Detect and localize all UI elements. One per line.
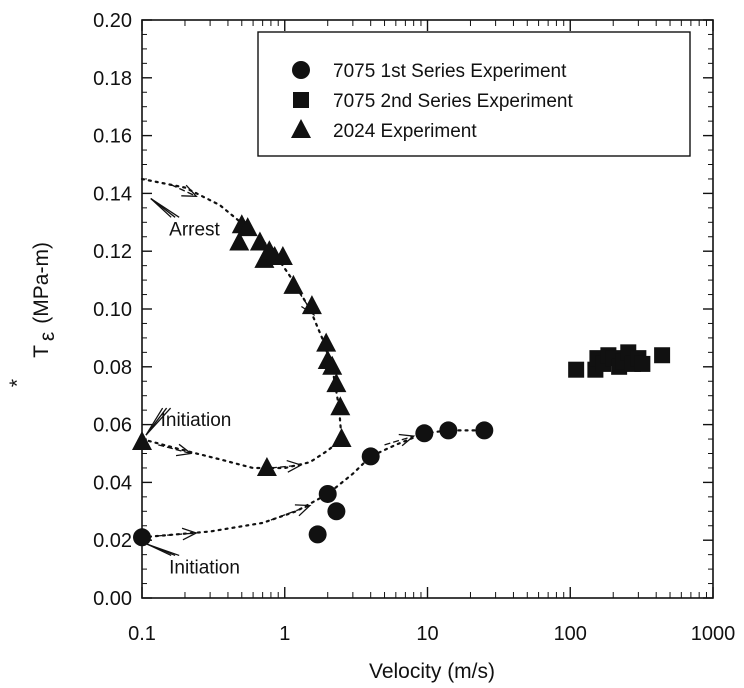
data-point-triangle (249, 231, 270, 251)
data-point-circle (361, 447, 380, 466)
direction-arrow (158, 443, 193, 457)
y-tick-label: 0.16 (93, 126, 132, 148)
direction-arrow-head (181, 184, 198, 197)
annotations: Arrest Initiation Initiation (145, 197, 240, 578)
data-point-triangle (331, 428, 352, 448)
y-tick-label: 0.04 (93, 472, 132, 494)
legend-label: 7075 1st Series Experiment (333, 61, 567, 82)
svg-text:Tε(MPa-m): Tε (MPa-m) (30, 242, 59, 358)
direction-arrow-shaft (270, 504, 311, 521)
annotation-leader-line (150, 197, 180, 218)
y-axis-subscript: ε (36, 332, 59, 341)
data-point-triangle (283, 274, 304, 294)
y-axis-symbol: T (30, 345, 53, 358)
direction-arrow (270, 459, 303, 473)
y-axis-superscript: * (6, 379, 29, 387)
x-tick-label: 1 (279, 623, 290, 645)
y-tick-label: 0.12 (93, 241, 132, 263)
data-point-triangle (272, 245, 293, 265)
y-tick-label: 0.02 (93, 530, 132, 552)
direction-arrow-shaft (158, 444, 192, 455)
data-point-triangle (322, 355, 343, 375)
y-axis-unit: (MPa-m) (30, 242, 53, 324)
direction-arrow-shaft (270, 464, 302, 469)
direction-arrow-head (398, 433, 416, 447)
data-point-triangle (229, 231, 250, 251)
data-point-triangle (256, 456, 277, 476)
direction-arrow-shaft (158, 532, 197, 537)
x-axis-title: Velocity (m/s) (369, 660, 495, 683)
direction-arrow (170, 184, 198, 197)
direction-arrow-head (175, 443, 193, 457)
annotation-leader (150, 197, 180, 218)
2024-initiation-curve (140, 438, 343, 470)
data-point-triangle (316, 332, 337, 352)
legend-marker-square (293, 92, 309, 108)
y-tick-label: 0.20 (93, 10, 132, 32)
direction-arrow-shaft (170, 184, 197, 197)
annotation-leader-line (147, 543, 180, 557)
data-point-square (654, 347, 671, 364)
legend-box (257, 31, 691, 157)
data-point-triangle (237, 217, 258, 237)
data-point-square (634, 355, 651, 372)
annotation-leader (146, 543, 180, 557)
legend-marker-triangle (291, 119, 311, 138)
direction-arrows (158, 184, 416, 541)
annotation-leader-line (145, 407, 172, 436)
data-point-triangle (132, 430, 152, 450)
data-point-circle (415, 424, 434, 443)
annotation-initiation: Initiation (161, 410, 232, 431)
direction-arrow-head (181, 527, 198, 541)
direction-arrow-head (294, 504, 312, 517)
data-point-circle (308, 525, 327, 544)
data-points (132, 214, 671, 547)
y-tick-label: 0.06 (93, 415, 132, 437)
7075-initiation-curve (140, 429, 486, 539)
y-axis-title: Tε (MPa-m) (30, 242, 59, 358)
y-tick-label: 0.10 (93, 299, 132, 321)
minor-ticks (142, 20, 713, 598)
x-tick-label: 1000 (691, 623, 736, 645)
direction-arrow (384, 433, 416, 447)
x-tick-label: 0.1 (128, 623, 156, 645)
direction-arrow (158, 527, 198, 541)
annotation-leader (145, 407, 172, 436)
x-tick-label: 10 (416, 623, 438, 645)
x-tick-label: 100 (554, 623, 587, 645)
data-point-triangle (326, 373, 347, 393)
legend-marker-circle (292, 61, 310, 79)
tick-labels: 0.1 1 10 100 1000 0.00 0.02 0.04 0.06 0.08 0.10 0.1… (93, 10, 735, 645)
legend-label: 2024 Experiment (333, 121, 477, 142)
y-tick-label: 0.18 (93, 68, 132, 90)
data-point-triangle (330, 396, 351, 416)
data-point-circle (318, 484, 337, 503)
annotation-arrest: Arrest (169, 219, 220, 240)
direction-arrow-shaft (384, 435, 414, 446)
annotation-initiation: Initiation (169, 557, 240, 578)
legend: 7075 1st Series Experiment 7075 2nd Serie… (257, 31, 691, 157)
data-point-circle (475, 421, 494, 440)
y-tick-label: 0.14 (93, 183, 132, 205)
data-point-circle (327, 502, 346, 521)
direction-arrow (270, 504, 312, 521)
y-tick-label: 0.08 (93, 357, 132, 379)
direction-arrow-head (286, 459, 303, 473)
y-tick-label: 0.00 (93, 588, 132, 610)
data-point-triangle (301, 295, 322, 315)
legend-label: 7075 2nd Series Experiment (333, 91, 573, 112)
data-point-circle (133, 528, 151, 547)
data-point-circle (439, 421, 458, 440)
data-point-square (568, 361, 585, 378)
